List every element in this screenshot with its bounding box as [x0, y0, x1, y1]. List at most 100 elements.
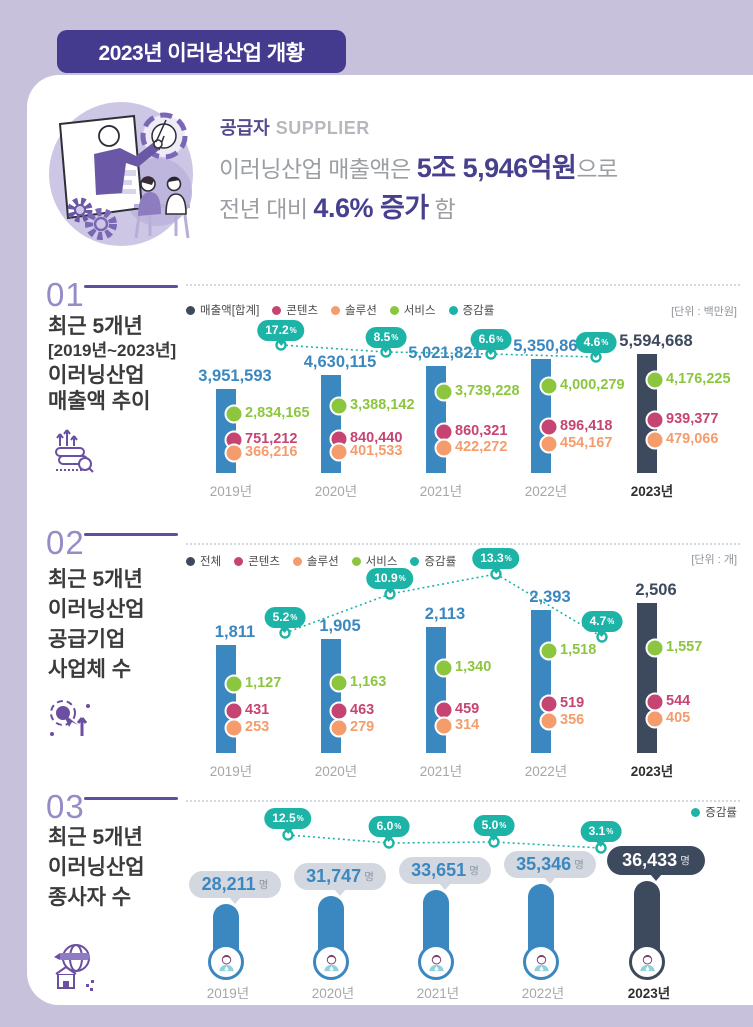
- worker-count-value: 35,346: [516, 854, 572, 874]
- percent-sign: %: [289, 325, 297, 335]
- person-avatar: [418, 944, 454, 980]
- series-value-label: 840,440: [350, 430, 403, 446]
- series-value-label: 3,739,228: [455, 383, 520, 399]
- person-icon: [218, 954, 234, 971]
- year-label: 2023년: [630, 484, 674, 499]
- year-label: 2022년: [524, 484, 568, 499]
- revenue-text-post: 으로: [576, 156, 618, 182]
- legend-dot-icon: [186, 305, 195, 315]
- total-value-label: 2,113: [424, 605, 466, 623]
- legend-dot-icon: [272, 305, 282, 315]
- year-label: 2021년: [419, 484, 463, 499]
- growth-rate-value: 12.5: [272, 811, 296, 825]
- year-label: 2023년: [627, 986, 671, 1001]
- legend-item: 증감률: [448, 302, 495, 318]
- growth-rate-bubble: 5.0%: [473, 814, 515, 836]
- person-avatar: [208, 944, 244, 980]
- worker-count-suffix: 명: [680, 855, 690, 867]
- growth-rate-value: 4.7: [589, 614, 607, 628]
- series-dot-icon: [645, 709, 665, 729]
- worker-count-bubble: 36,433 명: [607, 846, 705, 875]
- percent-sign: %: [296, 813, 304, 823]
- year-label: 2020년: [311, 986, 355, 1001]
- legend-item: 증감률: [410, 553, 456, 569]
- page-title: 2023년 이러닝산업 개황: [98, 41, 305, 65]
- growth-rate-bubble: 3.1%: [580, 820, 622, 842]
- series-value-label: 1,340: [455, 659, 492, 675]
- growth-rate-value: 3.1: [588, 824, 606, 838]
- section-title-text-2: 이러닝산업: [48, 856, 145, 879]
- worker-count-bubble: 28,211 명: [189, 871, 281, 898]
- growth-rate-bubble: 5.2%: [264, 606, 306, 628]
- growth-rate-bubble: 13.3%: [472, 547, 520, 569]
- series-dot-icon: [539, 434, 559, 454]
- series-value-label: 356: [560, 712, 585, 728]
- growth-rate-bubble: 4.7%: [581, 610, 623, 632]
- percent-sign: %: [504, 553, 512, 563]
- series-value-label: 279: [350, 719, 375, 735]
- unit-label: [단위 : 개]: [691, 554, 737, 566]
- total-value-label: 4,630,115: [303, 353, 377, 371]
- supplier-heading-en: SUPPLIER: [275, 118, 370, 138]
- series-dot-icon: [434, 716, 454, 736]
- worker-count-value: 28,211: [201, 874, 256, 894]
- section-number: 02: [46, 524, 85, 561]
- click-hand-icon: [50, 700, 90, 736]
- total-value-label: 2,506: [635, 581, 677, 599]
- legend-label: 증감률: [462, 305, 495, 317]
- growth-rate-value: 5.2: [272, 610, 290, 624]
- series-dot-icon: [329, 396, 349, 416]
- percent-sign: %: [606, 826, 614, 836]
- series-value-label: 4,000,279: [560, 377, 625, 393]
- section-title-text-3: 종사자 수: [48, 886, 132, 909]
- year-label: 2022년: [524, 764, 568, 779]
- worker-count-value: 36,433: [622, 850, 678, 870]
- growth-rate-value: 4.6: [583, 335, 601, 349]
- series-value-label: 431: [245, 702, 270, 718]
- growth-rate-bubble: 6.0%: [368, 815, 410, 837]
- chart-legend: 증감률: [691, 804, 737, 820]
- chart-legend: 전체 콘텐츠 솔루션 서비스 증감률: [186, 553, 456, 569]
- series-dot-icon: [645, 370, 665, 390]
- series-value-label: 463: [350, 702, 375, 718]
- percent-sign: %: [290, 612, 298, 622]
- series-value-label: 4,176,225: [666, 371, 731, 387]
- total-value-label: 1,811: [214, 623, 256, 641]
- series-dot-icon: [224, 674, 244, 694]
- percent-sign: %: [496, 334, 504, 344]
- separator-dotted-line: [186, 284, 740, 286]
- legend-dot-icon: [234, 556, 244, 566]
- section-title-line: [84, 285, 178, 288]
- growth-rate-bubble: 6.6%: [470, 328, 512, 350]
- growth-rate-value: 6.6: [478, 332, 496, 346]
- series-dot-icon: [539, 376, 559, 396]
- legend-label: 서비스: [365, 556, 398, 568]
- year-label: 2019년: [209, 484, 253, 499]
- legend-item: 서비스: [389, 302, 436, 318]
- growth-rate-value: 10.9: [374, 571, 398, 585]
- series-value-label: 366,216: [245, 444, 298, 460]
- series-value-label: 2,834,165: [245, 405, 310, 421]
- percent-sign: %: [499, 820, 507, 830]
- growth-rate-value: 17.2: [265, 323, 289, 337]
- page-title-banner: 2023년 이러닝산업 개황: [57, 30, 346, 73]
- person-icon: [639, 954, 655, 971]
- series-value-label: 459: [455, 701, 480, 717]
- legend-item: 전체: [186, 553, 221, 569]
- legend-dot-icon: [351, 556, 361, 566]
- percent-sign: %: [398, 573, 406, 583]
- growth-rate-bubble: 8.5%: [365, 326, 407, 348]
- person-avatar: [313, 944, 349, 980]
- legend-dot-icon: [389, 305, 399, 315]
- legend-label: 서비스: [403, 305, 436, 317]
- supplier-heading-ko: 공급자: [220, 118, 270, 138]
- series-value-label: 422,272: [455, 439, 508, 455]
- worker-count-suffix: 명: [258, 879, 269, 891]
- person-icon: [533, 954, 549, 971]
- legend-item: 솔루션: [331, 302, 377, 318]
- series-value-label: 751,212: [245, 431, 298, 447]
- worker-count-suffix: 명: [469, 865, 479, 877]
- total-value-label: 1,905: [319, 617, 361, 635]
- percent-sign: %: [391, 332, 399, 342]
- series-value-label: 3,388,142: [350, 397, 415, 413]
